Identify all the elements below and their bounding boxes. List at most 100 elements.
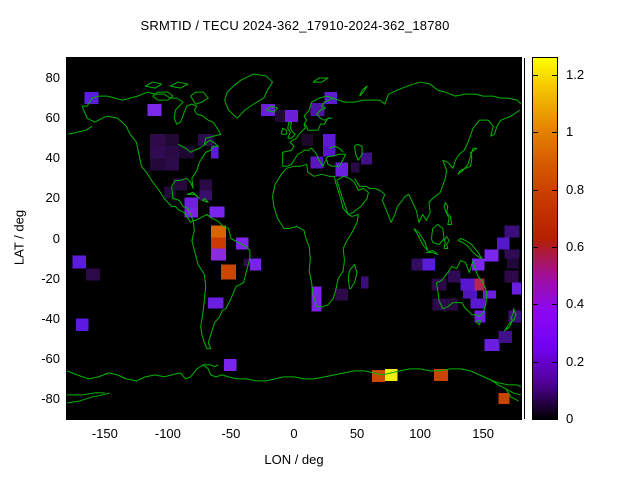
colorbar-tick-label: 0.8 [566,181,585,197]
heatmap-cell [323,146,336,157]
heatmap-cell [210,146,219,159]
heatmap-cell [445,298,458,311]
x-axis-label: LON / deg [264,452,324,467]
coastline-path [333,82,521,104]
heatmap-cell [285,110,298,123]
heatmap-cell [431,278,447,291]
x-tick-label: 100 [409,426,431,441]
chart-title: SRMTID / TECU 2024-362_17910-2024-362_18… [140,18,450,33]
heatmap-cell [350,162,360,173]
coastline-path [67,365,521,387]
x-tick-label: -150 [91,426,118,441]
colorbar-tick [533,361,538,363]
right-border-line [524,58,525,419]
heatmap-cell [220,264,236,280]
coastline-path [68,126,92,134]
colorbar-tick [552,189,557,191]
coastline-path [431,224,444,244]
y-tick-label: 80 [45,70,60,86]
heatmap-cell [184,207,199,218]
colorbar-tick-label: 0 [566,411,574,426]
coastline-path [266,106,277,112]
heatmap-cell [172,178,187,191]
heatmap-cell [208,297,224,309]
coastline-path [348,265,357,289]
colorbar-tick [552,361,557,363]
heatmap-cell [360,152,373,165]
heatmap-cell [470,298,486,309]
colorbar [532,57,558,420]
heatmap-cell [210,248,226,261]
heatmap-cell [184,197,199,208]
heatmap-cell [498,392,510,404]
coastline-path [202,198,208,202]
colorbar-tick-label: 0.2 [566,353,585,369]
heatmap-cell [484,249,499,262]
coastline-path [82,106,193,222]
heatmap-cell [85,268,100,281]
heatmap-cell [460,278,475,291]
coastline-path [67,393,110,403]
heatmap-cell [210,237,226,249]
colorbar-tick-label: 1.2 [566,67,585,83]
coastline-path [505,321,513,331]
y-tick-label: 60 [45,110,60,126]
heatmap-cell [199,190,213,201]
coastline-path [313,78,328,82]
heatmap-cell [504,270,519,283]
x-tick-label: -50 [221,426,241,441]
coastline-path [511,309,516,321]
heatmap-cell [165,158,180,171]
heatmap-cell [474,278,485,291]
heatmap-cell [310,103,325,117]
colorbar-tick [552,132,557,134]
colorbar-tick [552,304,557,306]
heatmap-cell [210,225,226,238]
heatmap-cell [462,290,477,299]
colorbar-tick [552,75,557,77]
heatmap-cell [372,369,385,382]
coastline-path [360,86,368,96]
colorbar-tick-label: 0.6 [566,239,585,255]
y-tick-label: 20 [45,190,60,206]
colorbar-tick [533,189,538,191]
coastline-path [178,144,206,152]
heatmap-cell [249,258,262,271]
heatmap-cell [498,330,513,343]
colorbar-tick-label: 0.4 [566,296,585,312]
heatmap-cell [422,258,436,271]
heatmap-cell [165,134,180,147]
heatmap-cell [504,249,520,259]
world-map-svg [67,58,521,404]
heatmap-cell [199,179,213,191]
heatmap-cell [150,134,166,147]
y-tick-label: 40 [45,150,60,166]
coastline-path [437,261,487,317]
colorbar-tick [533,75,538,77]
coastline-path [283,148,346,166]
y-tick-label: -60 [41,350,60,366]
heatmap-cell [447,270,461,283]
heatmap-cell [411,258,423,271]
coastline-path [170,82,188,88]
heatmap-cell [224,358,237,371]
colorbar-tick [533,304,538,306]
coastline-path [192,214,250,348]
coastline-path [489,379,521,395]
coastline-path [444,202,452,224]
plot-area [66,57,522,420]
colorbar-tick [552,247,557,249]
heatmap-cell [84,92,99,105]
heatmap-cell [301,134,313,147]
coastline-path [337,176,369,214]
y-tick-label: -80 [41,390,60,406]
heatmap-cell [311,286,322,299]
colorbar-tick [533,132,538,134]
heatmap-cell [483,290,496,299]
coastline-path [187,192,200,198]
heatmap-cell [335,288,349,301]
heatmap-cell [310,156,324,169]
y-tick-label: -20 [41,270,60,286]
heatmap-cell [324,92,337,105]
coastline-path [506,389,519,401]
